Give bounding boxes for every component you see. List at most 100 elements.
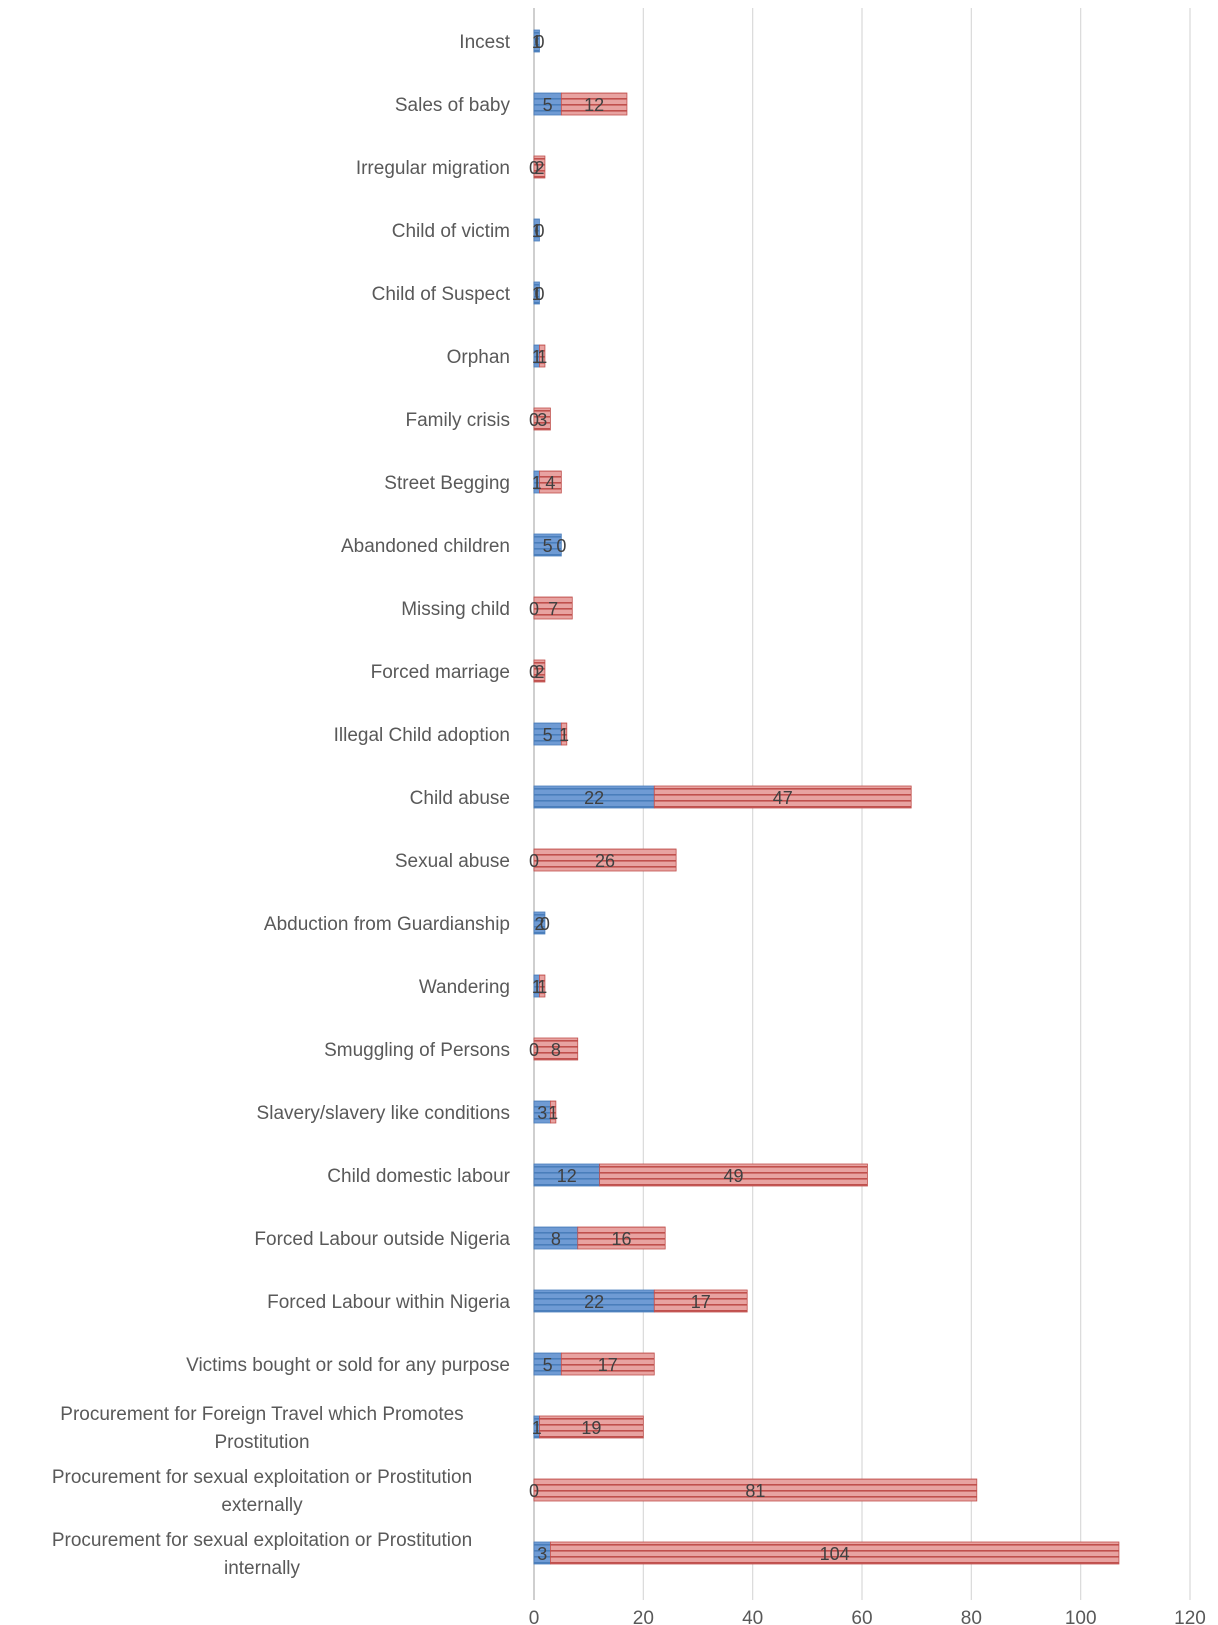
category-label: Forced marriage xyxy=(371,662,510,683)
bar-segment xyxy=(539,344,546,368)
data-label: 0 xyxy=(540,914,550,934)
x-tick-label: 40 xyxy=(742,1608,763,1625)
category-label: Child abuse xyxy=(410,788,510,809)
data-label: 7 xyxy=(548,599,558,619)
category-label: Wandering xyxy=(419,977,510,998)
data-label: 3 xyxy=(537,410,547,430)
bar-segment xyxy=(533,911,546,935)
bar-segment xyxy=(653,1289,748,1313)
data-label: 19 xyxy=(581,1418,601,1438)
data-label: 22 xyxy=(584,1292,604,1312)
bar-segment xyxy=(533,1037,579,1061)
bar-segment xyxy=(653,785,912,809)
data-label: 1 xyxy=(532,977,542,997)
data-label: 2 xyxy=(534,662,544,682)
data-label: 0 xyxy=(534,284,544,304)
data-label: 1 xyxy=(532,347,542,367)
data-label: 3 xyxy=(537,1544,547,1564)
bar-segment xyxy=(550,1100,557,1124)
x-tick-label: 0 xyxy=(529,1608,540,1625)
x-tick-label: 100 xyxy=(1065,1608,1097,1625)
bar-segment xyxy=(533,29,540,53)
bar-segment xyxy=(550,1541,1120,1565)
data-label: 1 xyxy=(548,1103,558,1123)
x-tick-label: 60 xyxy=(851,1608,872,1625)
bar-segment xyxy=(599,1163,868,1187)
data-label: 5 xyxy=(543,536,553,556)
data-label: 12 xyxy=(584,95,604,115)
bar-segment xyxy=(533,1478,978,1502)
category-label: Street Begging xyxy=(384,473,510,494)
bar-segment xyxy=(533,848,677,872)
data-label: 0 xyxy=(529,158,539,178)
data-label: 17 xyxy=(691,1292,711,1312)
data-label: 1 xyxy=(532,221,542,241)
data-label: 5 xyxy=(543,1355,553,1375)
data-label: 0 xyxy=(529,599,539,619)
category-label: Smuggling of Persons xyxy=(324,1040,510,1061)
data-label: 49 xyxy=(724,1166,744,1186)
category-label: Irregular migration xyxy=(356,158,510,179)
category-label: Forced Labour outside Nigeria xyxy=(254,1229,510,1250)
data-label: 47 xyxy=(773,788,793,808)
data-label: 0 xyxy=(529,410,539,430)
category-label: Victims bought or sold for any purpose xyxy=(186,1355,510,1376)
category-label: Child domestic labour xyxy=(327,1166,510,1187)
category-label: Orphan xyxy=(447,347,510,368)
data-label: 1 xyxy=(537,347,547,367)
category-label: Procurement for sexual exploitation or P… xyxy=(52,1530,472,1579)
data-label: 26 xyxy=(595,851,615,871)
bar-segment xyxy=(533,218,540,242)
data-label: 1 xyxy=(559,725,569,745)
bar-segment xyxy=(539,470,562,494)
data-label: 1 xyxy=(537,977,547,997)
data-label: 8 xyxy=(551,1040,561,1060)
data-label: 17 xyxy=(598,1355,618,1375)
data-label: 5 xyxy=(543,725,553,745)
data-label: 5 xyxy=(543,95,553,115)
category-label: Illegal Child adoption xyxy=(334,725,510,746)
category-label: Sales of baby xyxy=(395,95,511,116)
data-label: 4 xyxy=(545,473,555,493)
bar-segment xyxy=(577,1226,666,1250)
bar-segment xyxy=(533,596,573,620)
bar-segment xyxy=(560,1352,655,1376)
data-label: 0 xyxy=(534,221,544,241)
category-label: Sexual abuse xyxy=(395,851,510,872)
bar-segment xyxy=(533,281,540,305)
bars xyxy=(533,29,1120,1565)
data-label: 16 xyxy=(611,1229,631,1249)
bar-segment xyxy=(533,155,546,179)
data-label: 2 xyxy=(534,158,544,178)
bar-segment xyxy=(560,92,628,116)
category-label: Abandoned children xyxy=(341,536,510,557)
category-label: Child of Suspect xyxy=(372,284,511,305)
bar-segment xyxy=(539,1415,644,1439)
x-tick-label: 120 xyxy=(1174,1608,1206,1625)
data-label: 0 xyxy=(556,536,566,556)
data-label: 0 xyxy=(534,32,544,52)
data-label: 1 xyxy=(532,284,542,304)
data-label: 0 xyxy=(529,851,539,871)
data-label: 0 xyxy=(529,662,539,682)
data-label: 1 xyxy=(532,32,542,52)
bar-segment xyxy=(560,722,568,746)
bar-segment xyxy=(533,659,546,683)
data-label: 0 xyxy=(529,1040,539,1060)
data-label: 0 xyxy=(529,1481,539,1501)
data-label: 104 xyxy=(820,1544,850,1564)
category-label: Incest xyxy=(459,32,510,53)
x-tick-label: 80 xyxy=(961,1608,982,1625)
category-label: Child of victim xyxy=(392,221,510,242)
category-label: Procurement for sexual exploitation or P… xyxy=(52,1467,472,1516)
bar-segment xyxy=(533,533,562,557)
data-label: 3 xyxy=(537,1103,547,1123)
category-label: Forced Labour within Nigeria xyxy=(267,1292,510,1313)
gridlines xyxy=(533,8,1191,1600)
x-tick-label: 20 xyxy=(633,1608,654,1625)
category-label: Family crisis xyxy=(406,410,511,431)
category-label: Abduction from Guardianship xyxy=(264,914,510,935)
category-label: Procurement for Foreign Travel which Pro… xyxy=(60,1404,463,1453)
